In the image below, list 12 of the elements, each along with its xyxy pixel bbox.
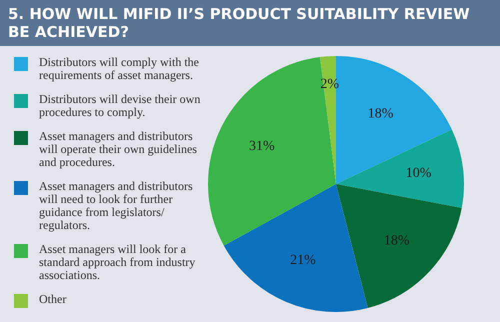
legend-label: Distributors will comply with the requirements of asset managers. (39, 55, 200, 82)
data-label: 18% (384, 234, 410, 249)
legend-label: Asset managers will look for a standard approach from industry associations. (39, 242, 196, 282)
legend-label: Asset managers and distributors will operate their own guidelines and procedures. (39, 129, 198, 169)
legend-label: Asset managers and distributors will need to look for further guidance from legislators/ regulators. (39, 179, 194, 232)
chart-title: 5. HOW WILL MIFID II’S PRODUCT SUITABILITY REVIEW BE ACHIEVED? (0, 0, 500, 46)
data-label: 21% (290, 253, 316, 268)
data-label: 18% (368, 106, 394, 122)
legend-label: Distributors will devise their own procedures to comply. (39, 92, 202, 119)
data-label: 10% (406, 166, 432, 182)
legend-label: Other (39, 292, 66, 306)
data-label: 31% (249, 138, 276, 154)
